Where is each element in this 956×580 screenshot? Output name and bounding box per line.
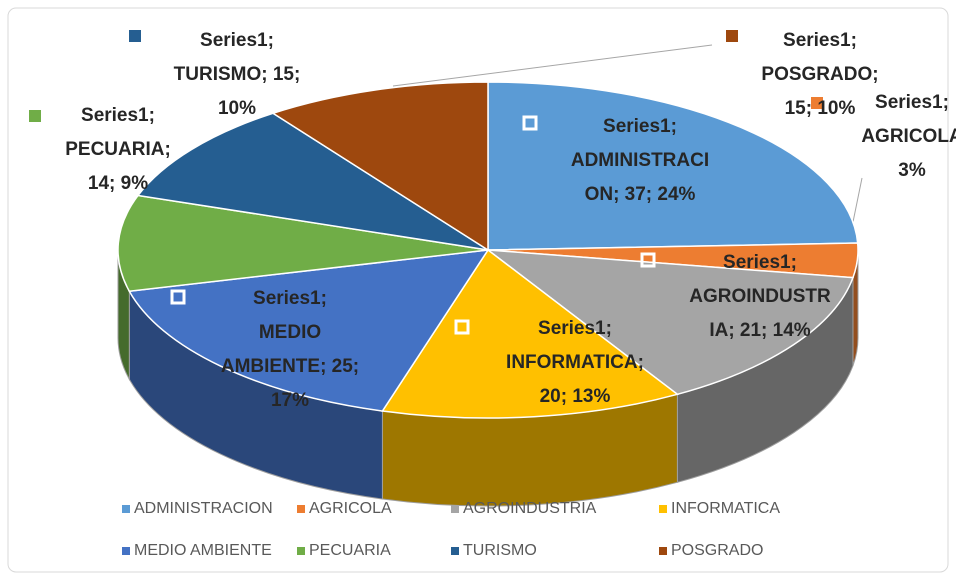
pie-slice: [128, 249, 490, 412]
legend-swatch: [451, 505, 459, 513]
data-label: PECUARIA;: [65, 139, 171, 160]
legend-swatch: [297, 505, 305, 513]
data-label: AGRICOLA: [861, 126, 956, 147]
data-label: 15; 10%: [785, 98, 856, 119]
leader-line: [392, 44, 713, 87]
label-key: [29, 110, 41, 122]
data-label: 10%: [218, 98, 256, 119]
data-label: TURISMO; 15;: [174, 64, 301, 85]
legend-label: MEDIO AMBIENTE: [134, 542, 272, 559]
label-key: [811, 97, 823, 109]
label-key: [640, 252, 656, 268]
data-label: ADMINISTRACI: [571, 150, 709, 171]
data-label: IA; 21; 14%: [709, 320, 810, 341]
data-label: 3%: [898, 160, 926, 181]
pie-slice: [136, 112, 489, 251]
legend-label: POSGRADO: [671, 542, 763, 559]
legend-label: ADMINISTRACION: [134, 500, 273, 517]
data-label: 20; 13%: [540, 386, 611, 407]
data-label: Series1;: [875, 92, 949, 113]
data-label: AMBIENTE; 25;: [221, 356, 359, 377]
label-key: [170, 289, 186, 305]
legend-swatch: [659, 505, 667, 513]
pie-slice: [485, 249, 855, 396]
pie-slice: [487, 81, 859, 251]
pie-slice: [117, 194, 489, 293]
data-label: Series1;: [723, 252, 797, 273]
data-label: 14; 9%: [88, 173, 148, 194]
data-label: MEDIO: [259, 322, 321, 343]
label-key: [522, 115, 538, 131]
legend-label: AGRICOLA: [309, 500, 392, 517]
label-key: [454, 319, 470, 335]
data-label: Series1;: [538, 318, 612, 339]
legend-label: TURISMO: [463, 542, 537, 559]
data-label: Series1;: [253, 288, 327, 309]
legend-label: INFORMATICA: [671, 500, 780, 517]
data-label: Series1;: [81, 105, 155, 126]
label-key: [726, 30, 738, 42]
legend-swatch: [451, 547, 459, 555]
legend-swatch: [122, 505, 130, 513]
legend-swatch: [122, 547, 130, 555]
data-label: Series1;: [603, 116, 677, 137]
legend-label: AGROINDUSTRIA: [463, 500, 597, 517]
data-label: 17%: [271, 390, 309, 411]
data-label: Series1;: [783, 30, 857, 51]
pie-slice: [381, 248, 680, 419]
pie-slice: [271, 81, 489, 252]
legend-swatch: [659, 547, 667, 555]
leader-line: [852, 177, 863, 223]
label-key: [129, 30, 141, 42]
data-label: POSGRADO;: [761, 64, 878, 85]
data-label: AGROINDUSTR: [689, 286, 831, 307]
data-label: INFORMATICA;: [506, 352, 644, 373]
data-label: Series1;: [200, 30, 274, 51]
legend-label: PECUARIA: [309, 542, 391, 559]
legend-swatch: [297, 547, 305, 555]
data-label: ON; 37; 24%: [585, 184, 696, 205]
